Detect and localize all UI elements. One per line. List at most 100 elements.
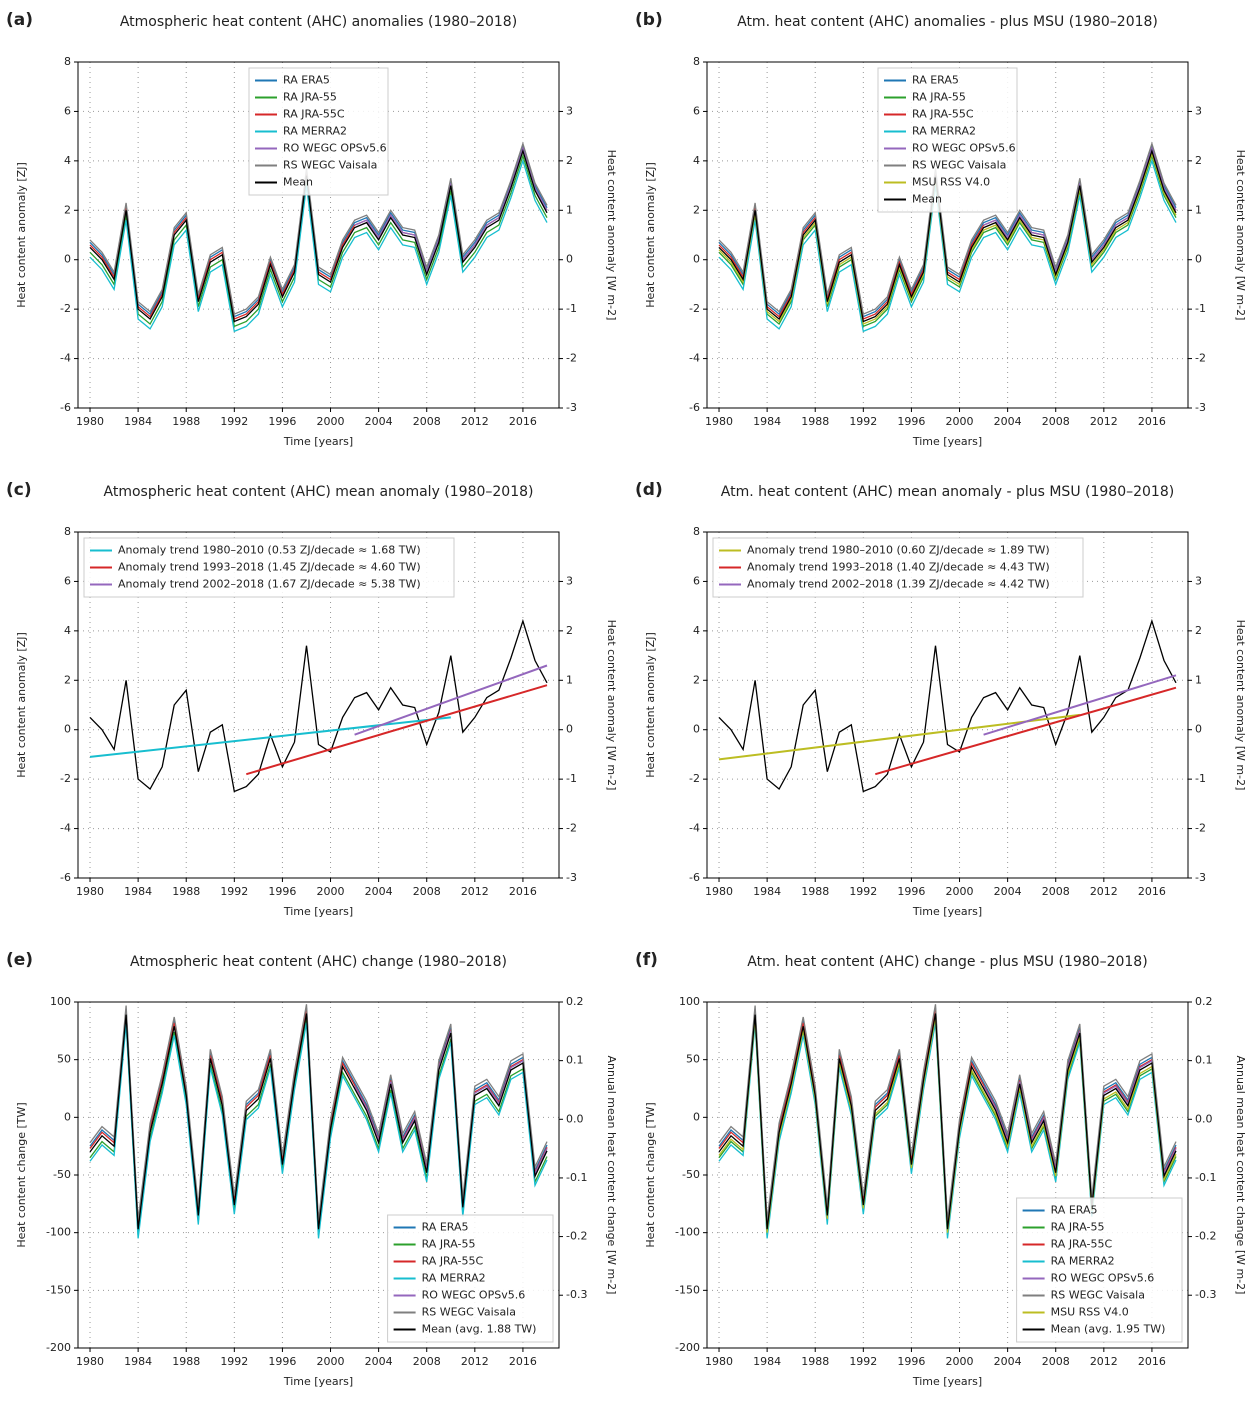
x-tick-label: 1996	[897, 885, 925, 898]
legend-label: RA ERA5	[422, 1221, 469, 1234]
x-tick-label: 2012	[1090, 415, 1118, 428]
y-axis-label: Heat content anomaly [ZJ]	[15, 632, 28, 778]
y2-tick-label: 0	[566, 723, 573, 736]
x-tick-label: 2012	[461, 885, 489, 898]
x-tick-label: 1992	[849, 1355, 877, 1368]
series-line	[89, 148, 548, 323]
x-tick-label: 2012	[461, 415, 489, 428]
y-tick-label: 100	[50, 995, 71, 1008]
x-tick-label: 1984	[124, 885, 152, 898]
legend-box	[1016, 1197, 1183, 1343]
legend-box	[712, 537, 1084, 598]
x-tick-label: 2000	[946, 885, 974, 898]
series-line	[354, 146, 548, 275]
series-line	[983, 674, 1177, 736]
y-tick-label: -100	[675, 1226, 700, 1239]
x-tick-label: 2012	[1090, 1355, 1118, 1368]
legend-label: RA MERRA2	[283, 125, 347, 138]
x-tick-label: 1980	[705, 1355, 733, 1368]
panel: (d) Atm. heat content (AHC) mean anomaly …	[635, 480, 1247, 918]
series-line	[89, 1013, 548, 1230]
panel-label: (d)	[635, 480, 663, 500]
y2-tick-label: -2	[1195, 352, 1206, 365]
y-tick-label: 8	[64, 525, 71, 538]
series-line	[718, 1004, 1177, 1221]
y-tick-label: -2	[60, 772, 71, 785]
plot-frame	[706, 531, 1189, 879]
panel-label: (a)	[6, 10, 33, 30]
x-tick-label: 2000	[317, 415, 345, 428]
chart-title: Atmospheric heat content (AHC) anomalies…	[120, 14, 517, 30]
y-tick-label: 2	[693, 203, 700, 216]
plot-frame	[706, 1001, 1189, 1349]
x-tick-label: 1988	[172, 415, 200, 428]
legend-label: RA MERRA2	[1051, 1255, 1115, 1268]
y2-tick-label: -0.1	[566, 1171, 587, 1184]
x-tick-label: 2000	[946, 415, 974, 428]
y2-tick-label: -0.3	[566, 1288, 587, 1301]
y2-tick-label: 0	[1195, 723, 1202, 736]
y2-tick-label: -0.1	[1195, 1171, 1216, 1184]
y-tick-label: 8	[693, 525, 700, 538]
chart-title: Atmospheric heat content (AHC) change (1…	[130, 954, 507, 970]
x-tick-label: 1980	[705, 415, 733, 428]
panel: (e) Atmospheric heat content (AHC) change…	[6, 950, 618, 1388]
y2-tick-label: -2	[566, 352, 577, 365]
y-tick-label: 4	[693, 624, 700, 637]
y-tick-label: 8	[64, 55, 71, 68]
y-tick-label: 50	[686, 1053, 700, 1066]
y2-tick-label: -2	[1195, 822, 1206, 835]
y2-tick-label: -1	[566, 772, 577, 785]
x-tick-label: 1988	[172, 885, 200, 898]
series-line	[89, 158, 548, 333]
x-axis-label: Time [years]	[283, 905, 353, 918]
y2-axis-label: Heat content anomaly [W m-2]	[1234, 620, 1247, 791]
x-tick-label: 2016	[509, 1355, 537, 1368]
x-tick-label: 2016	[1138, 885, 1166, 898]
legend-label: RA JRA-55	[422, 1238, 476, 1251]
y-axis-label: Heat content change [TW]	[644, 1102, 657, 1247]
x-tick-label: 2016	[1138, 1355, 1166, 1368]
x-tick-label: 1996	[897, 1355, 925, 1368]
y2-tick-label: 0	[566, 253, 573, 266]
legend-label: Anomaly trend 1980–2010 (0.60 ZJ/decade …	[747, 544, 1050, 557]
legend-label: Mean	[283, 176, 313, 189]
y2-tick-label: 1	[566, 673, 573, 686]
y2-tick-label: -3	[566, 401, 577, 414]
y2-tick-label: -3	[566, 871, 577, 884]
x-tick-label: 2004	[994, 415, 1022, 428]
y2-axis-label: Annual mean heat content change [W m-2]	[605, 1056, 618, 1295]
y2-tick-label: -1	[566, 302, 577, 315]
y2-tick-label: 0.2	[1195, 995, 1213, 1008]
series-line	[89, 618, 548, 793]
legend-label: Mean (avg. 1.88 TW)	[422, 1323, 537, 1336]
x-tick-label: 2000	[946, 1355, 974, 1368]
legend-label: RA MERRA2	[422, 1272, 486, 1285]
y2-axis-label: Heat content anomaly [W m-2]	[605, 620, 618, 791]
x-tick-label: 1996	[268, 415, 296, 428]
y-tick-label: 2	[693, 673, 700, 686]
y2-axis-label: Annual mean heat content change [W m-2]	[1234, 1056, 1247, 1295]
x-tick-label: 1984	[753, 1355, 781, 1368]
x-axis-label: Time [years]	[283, 435, 353, 448]
x-axis-label: Time [years]	[912, 435, 982, 448]
x-tick-label: 2008	[1042, 885, 1070, 898]
series-line	[718, 158, 1177, 333]
y-tick-label: 0	[693, 253, 700, 266]
chart-title: Atm. heat content (AHC) change - plus MS…	[747, 954, 1147, 970]
series-line	[89, 141, 548, 316]
legend-label: RA JRA-55C	[422, 1255, 484, 1268]
y-axis-label: Heat content anomaly [ZJ]	[644, 162, 657, 308]
y-tick-label: -6	[60, 401, 71, 414]
y-tick-label: 6	[64, 574, 71, 587]
y-tick-label: -6	[689, 401, 700, 414]
y2-tick-label: -3	[1195, 871, 1206, 884]
legend-label: RA MERRA2	[912, 125, 976, 138]
legend-label: MSU RSS V4.0	[1051, 1306, 1129, 1319]
legend-label: RA JRA-55C	[912, 108, 974, 121]
panel: (c) Atmospheric heat content (AHC) mean a…	[6, 480, 618, 918]
y2-tick-label: -1	[1195, 302, 1206, 315]
series-line	[718, 1013, 1177, 1230]
